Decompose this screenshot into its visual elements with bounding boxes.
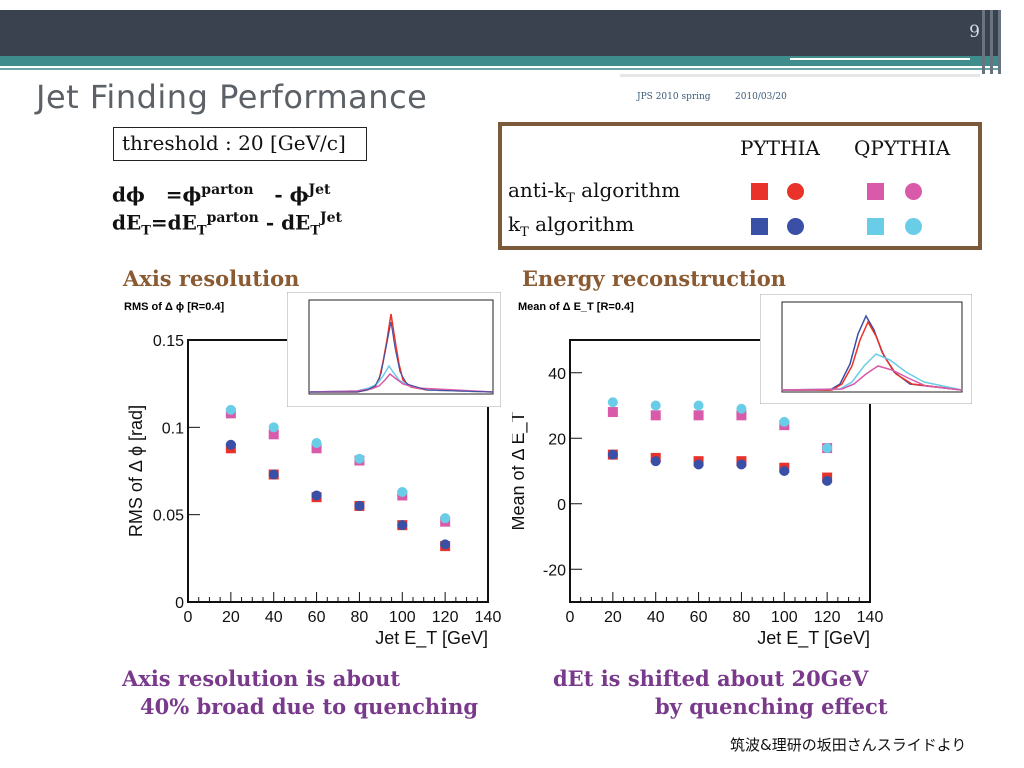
legend-marker-pythia-kt-circle <box>787 218 804 235</box>
x-tick-label: 20 <box>222 609 240 626</box>
data-point-pythia-kt <box>650 456 661 467</box>
data-point-qpythia-kt <box>354 453 365 464</box>
data-point-qpythia-kt <box>268 422 279 433</box>
data-point-pythia-kt <box>607 449 618 460</box>
x-tick-label: 80 <box>351 609 369 626</box>
mean-det-chart: Mean of Δ E_T [R=0.4] 0 20 40 60 80 100 120 140… <box>512 301 884 649</box>
legend-row-antikt: anti-kT algorithm <box>508 178 681 206</box>
legend-marker-pythia-antikt-square <box>751 183 768 200</box>
slide-title: Jet Finding Performance <box>36 78 428 116</box>
legend-marker-pythia-antikt-circle <box>787 183 804 200</box>
header-divider <box>790 58 970 60</box>
x-tick-label: 120 <box>432 609 459 626</box>
header-divider <box>620 74 980 77</box>
data-point-pythia-kt <box>822 475 833 486</box>
date-label: 2010/03/20 <box>735 92 787 102</box>
y-tick-label: 0.05 <box>153 508 184 525</box>
legend-row-kt: kT algorithm <box>508 212 635 240</box>
axis-conclusion-line1: Axis resolution is about <box>122 666 401 691</box>
header-stripes <box>978 10 1024 80</box>
data-point-pythia-kt <box>779 466 790 476</box>
x-axis-label: Jet E_T [GeV] <box>757 628 870 649</box>
data-point-pythia-kt <box>268 469 279 480</box>
data-point-pythia-kt <box>397 520 408 531</box>
formula-dphi: dϕ =ϕparton - ϕJet <box>112 182 331 207</box>
data-point-qpythia-anti-kt <box>268 429 279 440</box>
x-tick-label: 80 <box>733 609 751 626</box>
data-point-qpythia-anti-kt <box>607 407 618 418</box>
axis-conclusion-line2: 40% broad due to quenching <box>140 694 479 719</box>
y-tick-label: -20 <box>543 562 566 579</box>
legend-marker-qpythia-antikt-square <box>867 183 884 200</box>
data-point-qpythia-kt <box>311 438 322 449</box>
y-tick-label: 0.15 <box>153 333 184 350</box>
y-axis-label: Mean of Δ E_T <box>512 411 529 530</box>
page-number: 9 <box>969 22 980 42</box>
x-tick-label: 0 <box>184 609 193 626</box>
legend-marker-qpythia-kt-circle <box>905 218 922 235</box>
energy-reconstruction-heading: Energy reconstruction <box>522 266 786 291</box>
conference-label: JPS 2010 spring <box>637 92 711 102</box>
rms-dphi-chart: RMS of Δ ϕ [R=0.4] 0 20 40 60 80 100 120 140 0 0.… <box>124 301 502 649</box>
data-point-qpythia-kt <box>693 400 704 411</box>
chart-title: RMS of Δ ϕ [R=0.4] <box>124 301 225 313</box>
data-point-pythia-kt <box>693 459 704 470</box>
energy-conclusion-line1: dEt is shifted about 20GeV <box>553 666 869 691</box>
legend-marker-pythia-kt-square <box>751 218 768 235</box>
credit-note: 筑波&理研の坂田さんスライドより <box>730 736 967 754</box>
legend-marker-qpythia-kt-square <box>867 218 884 235</box>
x-tick-label: 20 <box>604 609 622 626</box>
y-tick-label: 0.1 <box>162 420 184 437</box>
x-tick-label: 0 <box>566 609 575 626</box>
header-bar <box>0 10 1000 56</box>
legend-col-pythia: PYTHIA <box>740 136 820 160</box>
x-tick-label: 40 <box>647 609 665 626</box>
x-tick-label: 140 <box>475 609 502 626</box>
data-point-qpythia-kt <box>607 397 618 408</box>
data-point-qpythia-kt <box>225 404 236 415</box>
data-point-pythia-kt <box>736 459 747 470</box>
x-tick-label: 40 <box>265 609 283 626</box>
data-point-qpythia-anti-kt <box>693 410 704 421</box>
data-point-pythia-kt <box>354 500 365 511</box>
legend-box: PYTHIA QPYTHIA anti-kT algorithm kT algo… <box>498 122 982 250</box>
data-point-qpythia-anti-kt <box>650 410 661 421</box>
data-point-qpythia-kt <box>397 486 408 497</box>
header-accent-line <box>0 68 1000 70</box>
x-tick-label: 140 <box>857 609 884 626</box>
data-point-pythia-kt <box>225 439 236 450</box>
y-tick-label: 0 <box>557 497 566 514</box>
header-accent-bar <box>0 56 1000 66</box>
data-point-qpythia-kt <box>736 403 747 414</box>
formula-det: dET=dETparton - dETJet <box>112 210 342 239</box>
data-point-qpythia-kt <box>779 416 790 427</box>
chart-title: Mean of Δ E_T [R=0.4] <box>518 301 634 313</box>
y-tick-label: 40 <box>548 366 566 383</box>
x-tick-label: 100 <box>771 609 798 626</box>
threshold-box: threshold : 20 [GeV/c] <box>113 127 367 161</box>
data-point-qpythia-kt <box>650 400 661 411</box>
x-tick-label: 60 <box>690 609 708 626</box>
axis-resolution-heading: Axis resolution <box>123 266 300 291</box>
y-axis-label: RMS of Δ ϕ [rad] <box>126 405 146 537</box>
data-point-qpythia-kt <box>440 513 451 524</box>
x-tick-label: 120 <box>814 609 841 626</box>
legend-marker-qpythia-antikt-circle <box>905 183 922 200</box>
y-tick-label: 0 <box>175 595 184 612</box>
data-point-pythia-kt <box>440 539 451 550</box>
legend-col-qpythia: QPYTHIA <box>854 136 951 160</box>
data-point-qpythia-anti-kt <box>736 410 747 421</box>
x-tick-label: 60 <box>308 609 326 626</box>
x-axis-label: Jet E_T [GeV] <box>375 628 488 649</box>
y-tick-label: 20 <box>548 431 566 448</box>
energy-conclusion-line2: by quenching effect <box>655 694 888 719</box>
x-tick-label: 100 <box>389 609 416 626</box>
data-point-pythia-kt <box>311 490 322 501</box>
inset-histogram-dphi <box>287 292 501 407</box>
inset-histogram-det <box>760 294 972 404</box>
data-point-qpythia-anti-kt <box>311 443 322 454</box>
data-point-qpythia-kt <box>822 443 833 454</box>
